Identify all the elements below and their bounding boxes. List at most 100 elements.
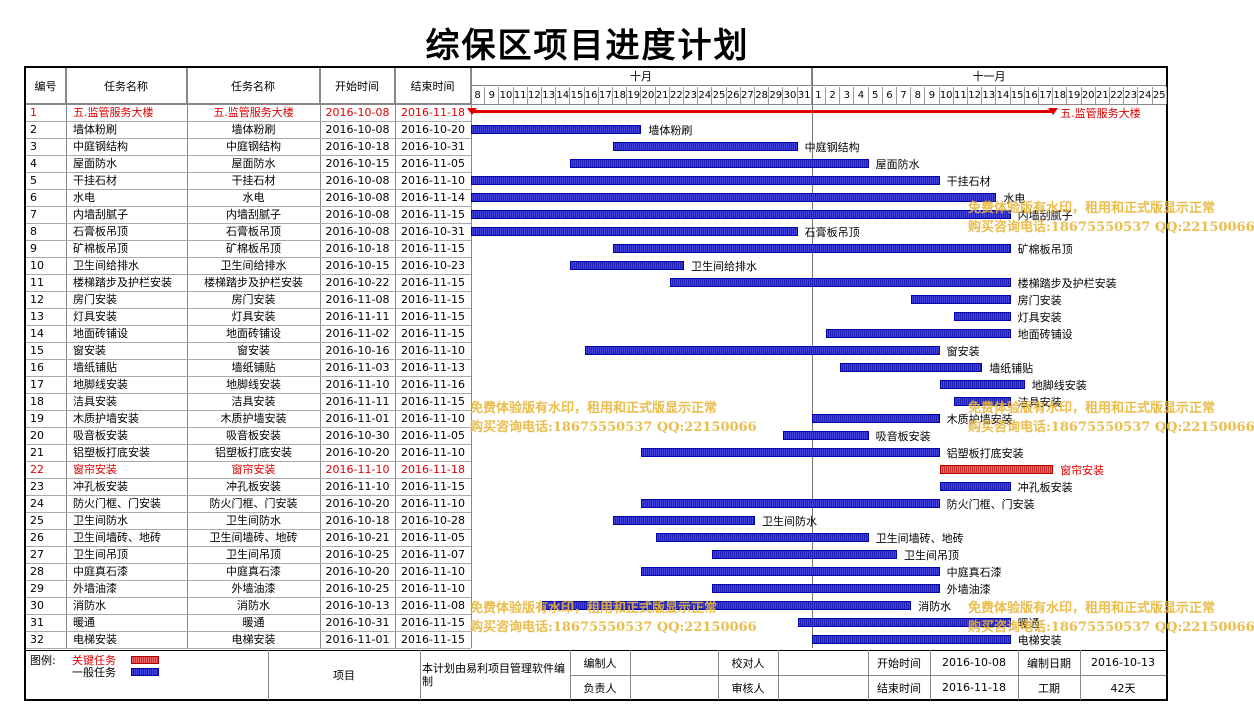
task-row-name-2: 地面砖铺设: [226, 327, 281, 340]
day-header-cell: 17: [1039, 87, 1054, 104]
project-label: 项目: [333, 669, 355, 682]
task-row-start: 2016-10-20: [325, 446, 390, 459]
task-bar: [811, 635, 1011, 644]
task-row-no: 2: [30, 123, 37, 136]
task-bar: [840, 363, 983, 372]
task-row-name: 地面砖铺设: [73, 327, 128, 340]
task-bar-label: 中庭钢结构: [804, 141, 860, 154]
task-bar-label: 墙体粉刷: [648, 124, 693, 137]
task-row-name: 墙体粉刷: [73, 123, 117, 136]
task-row-no: 16: [30, 361, 44, 374]
task-bar: [471, 125, 642, 134]
task-row-end: 2016-11-13: [401, 361, 465, 374]
task-row-start: 2016-10-16: [325, 344, 390, 357]
row-line: [26, 189, 471, 190]
task-row-start: 2016-11-11: [325, 310, 390, 323]
row-line: [26, 614, 471, 615]
row-line: [26, 376, 471, 377]
task-bar: [542, 601, 912, 610]
task-row-end: 2016-11-08: [401, 599, 465, 612]
task-row-end: 2016-11-10: [401, 582, 465, 595]
task-bar-label: 卫生间给排水: [691, 260, 757, 273]
end-label: 结束时间: [877, 681, 921, 695]
task-row-name: 石膏板吊顶: [73, 225, 128, 238]
task-row-start: 2016-11-11: [325, 395, 390, 408]
task-row-name-2: 卫生间吊顶: [226, 548, 281, 561]
task-row-start: 2016-11-10: [325, 463, 390, 476]
row-line: [26, 495, 471, 496]
row-line: [26, 155, 471, 156]
row-line: [26, 206, 471, 207]
task-row-name-2: 内墙刮腻子: [226, 208, 281, 221]
row-line: [26, 138, 471, 139]
day-header-cell: 7: [897, 87, 912, 104]
task-row-end: 2016-11-18: [401, 106, 465, 119]
task-row-name: 卫生间防水: [73, 514, 128, 527]
task-row-name-2: 中庭真石漆: [226, 565, 281, 578]
day-header-cell: 16: [585, 87, 599, 104]
row-line: [26, 121, 471, 122]
task-row-start: 2016-10-18: [325, 140, 390, 153]
task-row-no: 1: [30, 106, 37, 119]
task-bar: [570, 261, 684, 270]
task-row-name: 洁具安装: [73, 395, 117, 408]
row-line: [26, 512, 471, 513]
task-row-end: 2016-11-10: [401, 497, 465, 510]
task-bar-label: 内墙刮腻子: [1017, 209, 1073, 222]
watermark-line-1: 免费体验版有水印，租用和正式版显示正常: [470, 401, 718, 416]
task-row-name: 卫生间吊顶: [73, 548, 128, 561]
task-row-name: 消防水: [73, 599, 106, 612]
task-row-start: 2016-11-10: [325, 480, 390, 493]
month-october: 十月: [471, 68, 812, 86]
task-bar-label: 屋面防水: [875, 158, 920, 171]
day-header-cell: 26: [727, 87, 741, 104]
task-row-start: 2016-10-20: [325, 497, 390, 510]
task-row-end: 2016-11-15: [401, 480, 465, 493]
task-row-name: 内墙刮腻子: [73, 208, 128, 221]
auditor-label: 审核人: [731, 681, 765, 695]
task-row-start: 2016-11-10: [325, 378, 390, 391]
checker-label: 校对人: [731, 656, 765, 670]
summary-bar-start-marker: [467, 108, 477, 115]
day-header-cell: 13: [982, 87, 997, 104]
task-bar-label: 卫生间防水: [762, 515, 817, 528]
day-header-cell: 4: [854, 87, 869, 104]
watermark-line-2: 购买咨询电话:18675550537 QQ:22150066: [470, 620, 757, 635]
watermark-line-1: 免费体验版有水印，租用和正式版显示正常: [968, 601, 1216, 616]
task-bar-label: 冲孔板安装: [1017, 481, 1073, 494]
day-header-cell: 22: [1110, 87, 1125, 104]
task-bar-label: 水电: [1003, 192, 1026, 205]
day-header-cell: 17: [599, 87, 613, 104]
month-november: 十一月: [812, 68, 1166, 86]
legend-critical-swatch: [131, 656, 159, 664]
task-row-no: 23: [30, 480, 44, 493]
watermark-5: 免费体验版有水印，租用和正式版显示正常 购买咨询电话:18675550537 QQ…: [968, 599, 1254, 637]
task-bar: [641, 448, 940, 457]
day-header-cell: 23: [684, 87, 699, 104]
task-row-no: 6: [30, 191, 37, 204]
task-row-no: 18: [30, 395, 44, 408]
task-bar-label: 灯具安装: [1017, 311, 1062, 324]
task-row-start: 2016-10-22: [325, 276, 390, 289]
task-bar-label: 防火门框、门安装: [946, 498, 1035, 511]
task-bar: [712, 584, 940, 593]
day-header-cell: 14: [996, 87, 1011, 104]
row-line: [26, 410, 471, 411]
task-row-name: 窗帘安装: [73, 463, 117, 476]
task-bar: [783, 431, 869, 440]
task-bar: [471, 193, 997, 202]
day-header-cell: 25: [1153, 87, 1167, 104]
task-row-name-2: 外墙油漆: [231, 582, 276, 595]
task-row-name-2: 铝塑板打底安装: [215, 446, 292, 459]
day-header-cell: 15: [570, 87, 585, 104]
summary-bar: [471, 110, 1054, 113]
task-row-no: 31: [30, 616, 44, 629]
task-row-end: 2016-11-10: [401, 344, 465, 357]
task-row-no: 32: [30, 633, 44, 646]
task-row-no: 27: [30, 548, 44, 561]
day-header-cell: 25: [712, 87, 727, 104]
day-header-cell: 19: [1067, 87, 1082, 104]
task-row-name: 中庭钢结构: [73, 140, 128, 153]
task-row-name: 房门安装: [73, 293, 117, 306]
month-divider-line: [811, 68, 813, 648]
